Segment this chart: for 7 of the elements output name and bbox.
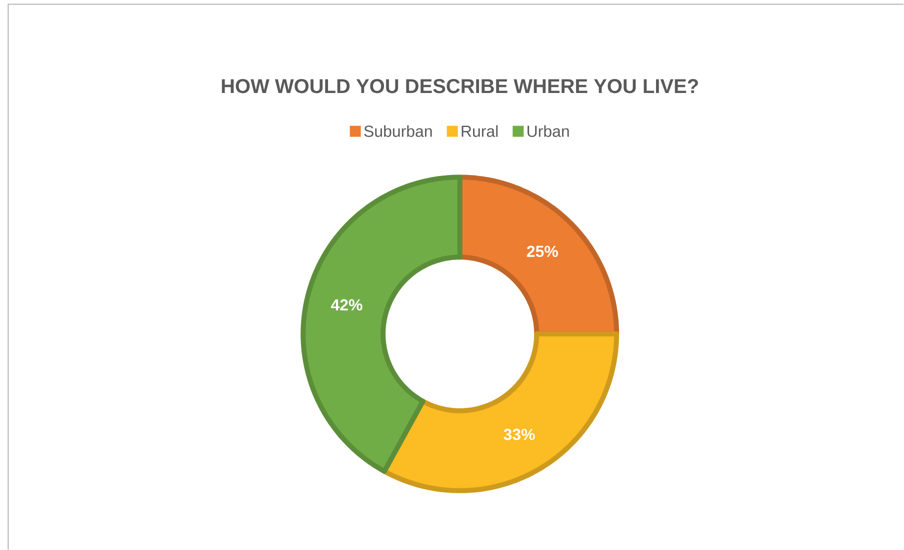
legend-label: Rural xyxy=(462,125,498,137)
data-label: 25% xyxy=(526,246,558,257)
legend-label: Suburban xyxy=(364,125,432,137)
data-label: 42% xyxy=(330,299,362,310)
legend-label: Urban xyxy=(528,125,569,137)
data-label: 33% xyxy=(504,428,535,440)
chart-title: HOW WOULD YOU DESCRIBE WHERE YOU LIVE? xyxy=(222,78,698,94)
